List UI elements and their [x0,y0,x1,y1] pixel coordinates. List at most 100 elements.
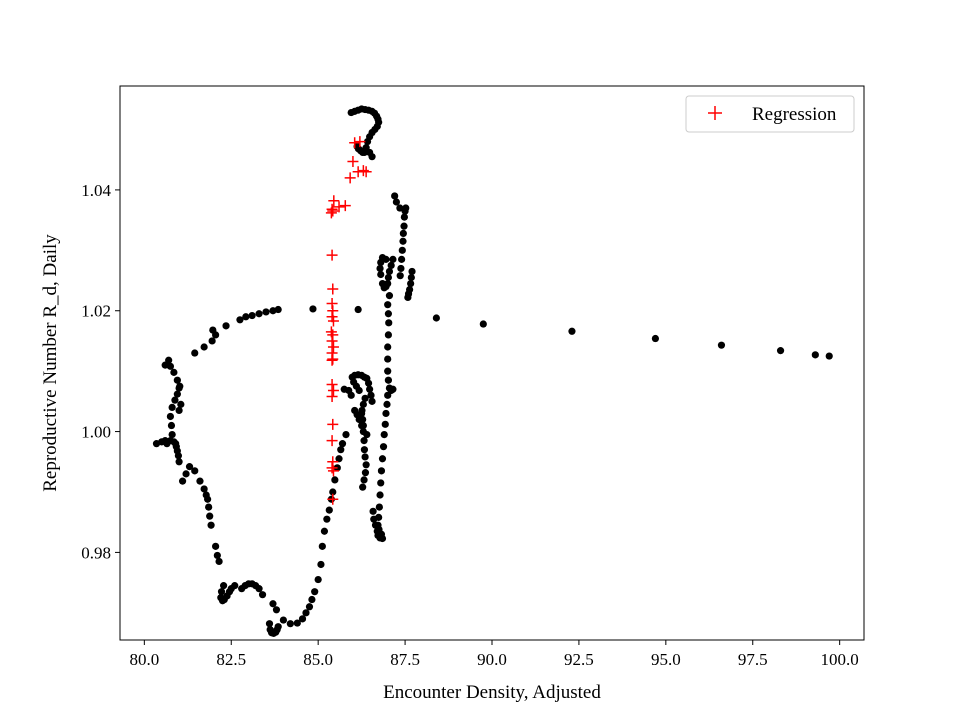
data-point [377,270,385,279]
data-point [209,326,217,334]
regression-point [326,354,338,366]
data-point [387,261,395,270]
data-point [400,222,408,230]
regression-point [327,341,339,353]
data-point [173,390,181,398]
data-point [377,479,385,487]
regression-point [357,165,369,177]
regression-point [327,205,339,217]
regression-point [328,195,340,207]
data-point [266,626,274,634]
data-point [651,334,660,343]
data-point [404,293,412,302]
data-point [335,455,343,463]
data-point [215,557,223,566]
data-point [389,385,397,393]
data-point [178,477,187,485]
data-point [370,515,378,523]
data-point [385,267,394,276]
data-point [274,305,282,314]
data-point [338,440,347,448]
data-point [329,488,337,496]
data-point [175,406,183,415]
x-axis-ticks: 80.0 82.5 85.0 87.5 90.0 92.5 95.0 97.5 100.0 [129,640,859,669]
data-point [305,603,314,611]
data-point [286,620,294,628]
regression-point [327,384,339,396]
data-point [170,368,178,376]
data-point [384,331,392,339]
data-point [242,313,250,321]
data-point [182,470,190,478]
data-point [368,153,376,161]
data-point [272,606,281,614]
data-point [376,491,384,499]
regression-point [326,249,338,261]
data-point [379,443,388,451]
data-point [168,403,176,412]
data-point [378,455,387,463]
data-point [314,575,322,584]
data-point [363,137,372,146]
y-tick-label: 0.98 [81,543,111,562]
data-point [377,467,386,475]
data-point [200,343,208,351]
data-point [205,503,213,511]
data-point [400,213,408,221]
regression-point [327,283,339,295]
data-point [217,588,226,596]
data-point [191,467,199,475]
regression-point [326,391,338,403]
regression-point [344,172,356,184]
data-point [366,385,374,393]
data-point [825,352,833,360]
data-point [196,477,204,485]
data-point [248,311,256,320]
regression-point [326,378,338,390]
data-point [359,483,367,491]
data-point [258,591,267,599]
data-point [375,503,383,511]
data-point [161,361,169,369]
data-point [222,322,230,330]
data-point [381,420,389,428]
data-point [398,246,406,254]
data-point [376,264,384,273]
data-point [208,337,216,345]
data-point [236,316,244,324]
data-point [317,560,325,569]
data-point [191,349,199,357]
data-point [811,351,819,359]
data-point [311,588,319,596]
data-point [175,458,183,466]
data-point [407,273,415,282]
data-point [359,421,367,430]
legend-plus-marker-icon [708,106,722,120]
regression-point [326,435,338,447]
data-point [279,616,288,624]
data-point [378,279,387,288]
y-axis-ticks: 0.98 1.00 1.02 1.04 [81,181,120,562]
data-point [384,391,392,399]
data-point [293,619,301,627]
data-point [396,204,404,212]
regression-point [339,200,351,212]
data-point [202,491,210,499]
data-point [358,409,366,418]
data-point [384,376,392,384]
data-point [385,319,393,327]
data-point [302,609,310,617]
data-point [308,595,316,604]
data-point [398,255,406,263]
data-point [176,382,184,390]
data-point [385,292,394,300]
regression-point [333,201,345,213]
regression-point [354,136,366,148]
data-point [371,521,380,529]
x-tick-label: 95.0 [651,650,681,669]
data-point [361,453,369,461]
data-point [265,620,274,628]
data-point [355,386,363,395]
data-point [363,430,371,439]
